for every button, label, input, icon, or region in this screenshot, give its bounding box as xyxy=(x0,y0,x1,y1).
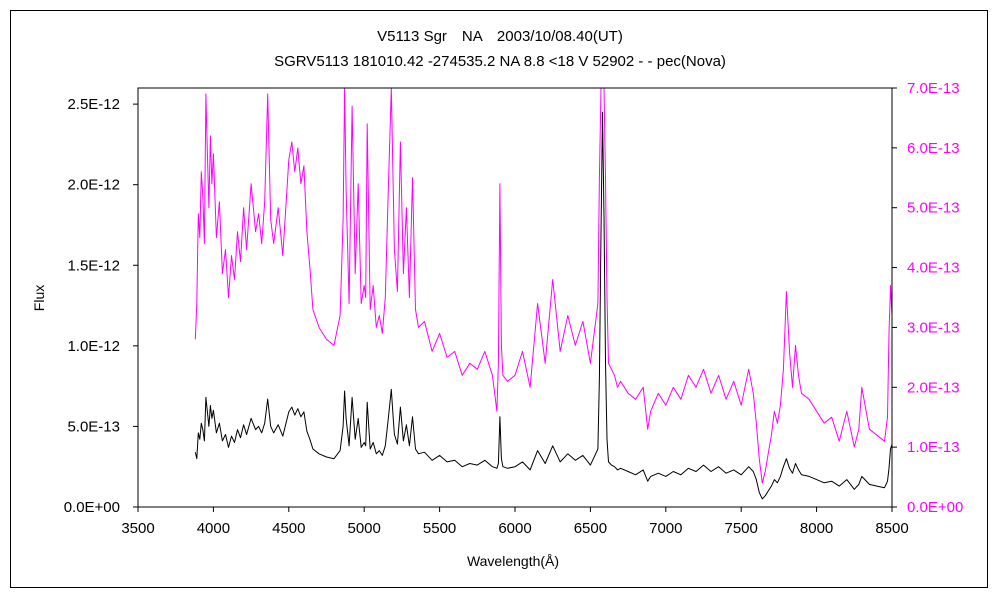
x-tick-label: 8500 xyxy=(875,520,908,537)
x-tick-label: 7000 xyxy=(649,520,682,537)
y-right-tick-label: 7.0E-13 xyxy=(907,80,960,97)
x-tick-label: 5500 xyxy=(423,520,456,537)
x-axis-title: Wavelength(Å) xyxy=(467,553,559,569)
left-axis-series-line xyxy=(194,111,893,500)
x-tick-label: 3500 xyxy=(121,520,154,537)
y-right-tick-label: 5.0E-13 xyxy=(907,200,960,217)
y-right-tick-label: 3.0E-13 xyxy=(907,319,960,336)
y-axis-title: Flux xyxy=(31,285,47,311)
chart-subtitle: SGRV5113 181010.42 -274535.2 NA 8.8 <18 … xyxy=(274,53,726,70)
y-right-tick-label: 0.0E+00 xyxy=(907,499,963,516)
x-tick-label: 6500 xyxy=(574,520,607,537)
ticks-layer: 3500 4000 4500 5000 5500 6000 6500 7000 7500 8000… xyxy=(64,80,964,537)
x-tick-label: 8000 xyxy=(800,520,833,537)
y-right-tick-label: 6.0E-13 xyxy=(907,140,960,157)
x-tick-label: 5000 xyxy=(348,520,381,537)
x-tick-label: 4000 xyxy=(197,520,230,537)
chart-title: V5113 Sgr NA 2003/10/08.40(UT) xyxy=(377,28,623,45)
series-layer xyxy=(194,87,893,500)
y-left-tick-label: 1.0E-12 xyxy=(67,338,120,355)
right-axis-series-line xyxy=(194,87,893,484)
y-left-tick-label: 2.0E-12 xyxy=(67,177,120,194)
x-tick-label: 6000 xyxy=(498,520,531,537)
y-right-tick-label: 1.0E-13 xyxy=(907,439,960,456)
x-tick-label: 4500 xyxy=(272,520,305,537)
y-left-tick-label: 5.0E-13 xyxy=(67,418,120,435)
y-left-tick-label: 0.0E+00 xyxy=(64,499,120,516)
y-left-tick-label: 1.5E-12 xyxy=(67,257,120,274)
y-left-tick-label: 2.5E-12 xyxy=(67,96,120,113)
y-right-tick-label: 4.0E-13 xyxy=(907,260,960,277)
x-tick-label: 7500 xyxy=(725,520,758,537)
plot-area xyxy=(137,87,893,508)
y-right-tick-label: 2.0E-13 xyxy=(907,379,960,396)
